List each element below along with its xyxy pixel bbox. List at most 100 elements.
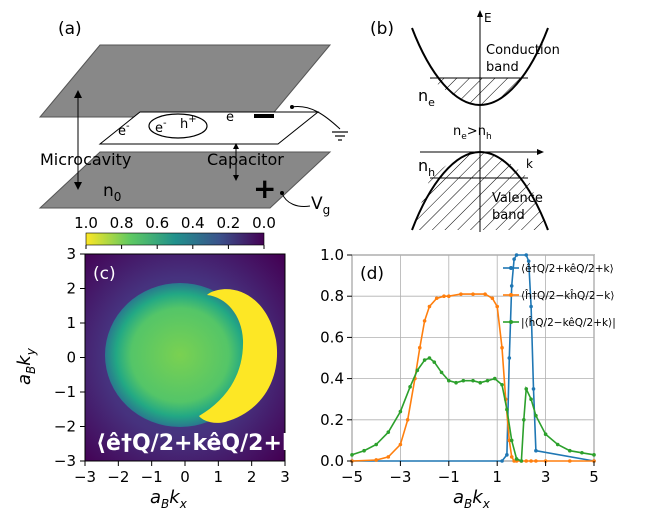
heatmap-central-blob [105, 283, 255, 427]
heatmap-crescent [199, 289, 278, 423]
series-3-point [492, 376, 497, 381]
top-mirror [38, 44, 332, 118]
x-tick-label: −1 [438, 468, 460, 486]
series-3-point [454, 380, 458, 385]
bottom-mirror [38, 151, 332, 209]
series-2-point [459, 292, 463, 296]
series-3-point [514, 457, 519, 461]
series-1-point [500, 459, 504, 463]
electron-label-1: e- [118, 121, 130, 139]
series-3-point [529, 397, 533, 402]
colorbar-tick-label: 0.8 [110, 214, 134, 232]
panel-c: 1.0 0.8 0.6 0.4 0.2 0.0 (c) ⟨ê†Q/2+kêQ/2+k⟩ −… [14, 214, 307, 508]
series-3-point [461, 378, 466, 383]
series-3-point [439, 370, 444, 375]
series-2-point [471, 292, 475, 296]
x-tick-label: −2 [107, 468, 129, 486]
legend-entry-label: |⟨ĥQ/2−kêQ/2+k⟩| [521, 316, 616, 329]
series-2-point [509, 455, 514, 459]
hole-label: h+ [180, 114, 197, 132]
series-3-point [471, 378, 475, 383]
ground-wire [291, 106, 341, 130]
series-2-point [422, 319, 427, 323]
series-line-3 [351, 357, 595, 463]
valence-label-2: band [492, 208, 525, 223]
arrow-head-up [477, 10, 483, 17]
y-tick-label: 1 [66, 314, 76, 332]
arrow-head-up [233, 143, 239, 149]
vg-label: Vg [311, 194, 330, 217]
series-3-point [592, 453, 596, 457]
gate-wire [281, 192, 311, 207]
ground-icon [332, 131, 348, 141]
series-2-point [483, 292, 487, 296]
series-3-point [580, 450, 584, 455]
series-1-point [512, 257, 516, 261]
nh-label: nh [418, 156, 435, 179]
legend-swatch-marker [509, 266, 513, 270]
series-3-point [522, 418, 526, 422]
series-2-point [374, 458, 379, 462]
colorbar-tick-label: 1.0 [74, 214, 98, 232]
x-tick-label: −3 [389, 468, 411, 486]
conduction-fill [430, 78, 528, 105]
chart-y-ticks: 0.0 0.2 0.4 0.6 0.8 1.0 [320, 246, 352, 470]
y-tick-label: 1.0 [320, 246, 344, 264]
series-2-point [568, 459, 572, 463]
series-2-point [442, 294, 446, 299]
conduction-label-2: band [486, 60, 519, 75]
arrow-head-down [233, 175, 239, 181]
series-3-point [555, 442, 560, 447]
series-3-point [447, 378, 451, 383]
series-1-point [534, 448, 538, 453]
y-tick-label: −3 [54, 452, 76, 470]
y-tick-label: 0.0 [320, 452, 344, 470]
y-tick-label: −2 [54, 418, 76, 436]
x-tick-label: −1 [141, 468, 163, 486]
series-2-point [405, 418, 410, 422]
electron-label-2: e- [155, 118, 167, 136]
panel-b: (b) E k Conduction band Valence band ne … [370, 10, 560, 232]
series-3-point [500, 382, 504, 387]
valence-label-1: Valence [492, 191, 543, 206]
capacitor-label: Capacitor [207, 150, 284, 169]
x-tick-label: 3 [280, 468, 290, 486]
series-2-point [417, 345, 422, 350]
series-2-point [398, 442, 403, 447]
ne-label: ne [418, 86, 435, 109]
panel-a-label: (a) [58, 19, 82, 39]
series-2-point [386, 455, 391, 459]
panel-a: (a) e- e- h+ e- Microcavity Capacit [38, 19, 348, 217]
series-1-point [507, 356, 512, 360]
series-2-point [434, 296, 439, 301]
series-1-point [505, 453, 509, 457]
series-2-point [427, 304, 432, 309]
x-tick-label: 1 [214, 468, 224, 486]
series-2-point [495, 304, 500, 309]
panel-d: −5 −3 −1 1 3 5 0.0 0.2 0.4 0.6 0.8 1.0 (d) ⟨ê†Q/2+… [320, 246, 616, 508]
legend-swatch-marker [509, 293, 513, 297]
y-tick-label: 2 [66, 280, 76, 298]
panel-c-label: (c) [93, 264, 116, 284]
series-3-point [374, 442, 379, 447]
terminal-dot [280, 191, 284, 195]
y-tick-label: 0.8 [320, 287, 344, 305]
x-tick-label: −3 [74, 468, 96, 486]
series-3-point [524, 387, 529, 391]
carrier-relation: ne>nh [453, 124, 492, 142]
series-3-point [408, 385, 412, 389]
legend-entry-label: ⟨ĥ†Q/2−kĥQ/2−k⟩ [521, 289, 614, 302]
panel-c-y-ticks: 3 2 1 0 −1 −2 −3 [54, 245, 85, 470]
series-3-point [478, 380, 483, 385]
series-3-point [543, 432, 548, 437]
colorbar [85, 232, 265, 246]
panel-d-label: (d) [360, 264, 384, 284]
series-2-point [534, 459, 538, 463]
series-1-point [514, 253, 519, 257]
series-3-point [422, 358, 427, 362]
microcavity-label: Microcavity [40, 150, 131, 169]
chart-plot-area [351, 254, 595, 462]
x-tick-label: 5 [589, 468, 599, 486]
series-3-point [485, 378, 490, 383]
series-1-point [526, 259, 531, 263]
